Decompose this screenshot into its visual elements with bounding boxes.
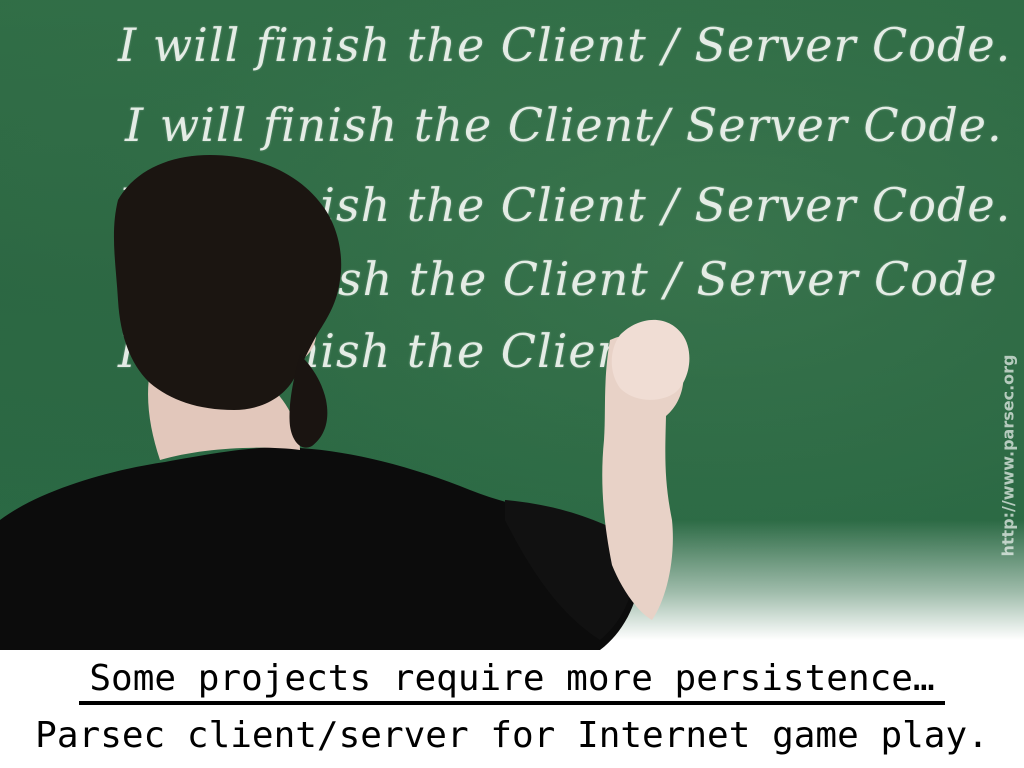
caption: Some projects require more persistence… … bbox=[0, 648, 1024, 768]
watermark: http://www.parsec.org bbox=[998, 353, 1018, 557]
chalk-line-1: I will finish the Client / Server Code. bbox=[118, 18, 1012, 72]
caption-line-1: Some projects require more persistence… bbox=[79, 658, 945, 705]
chalk-line-2: I will finish the Client/ Server Code. bbox=[125, 98, 1003, 152]
caption-line-2: Parsec client/server for Internet game p… bbox=[35, 715, 989, 756]
